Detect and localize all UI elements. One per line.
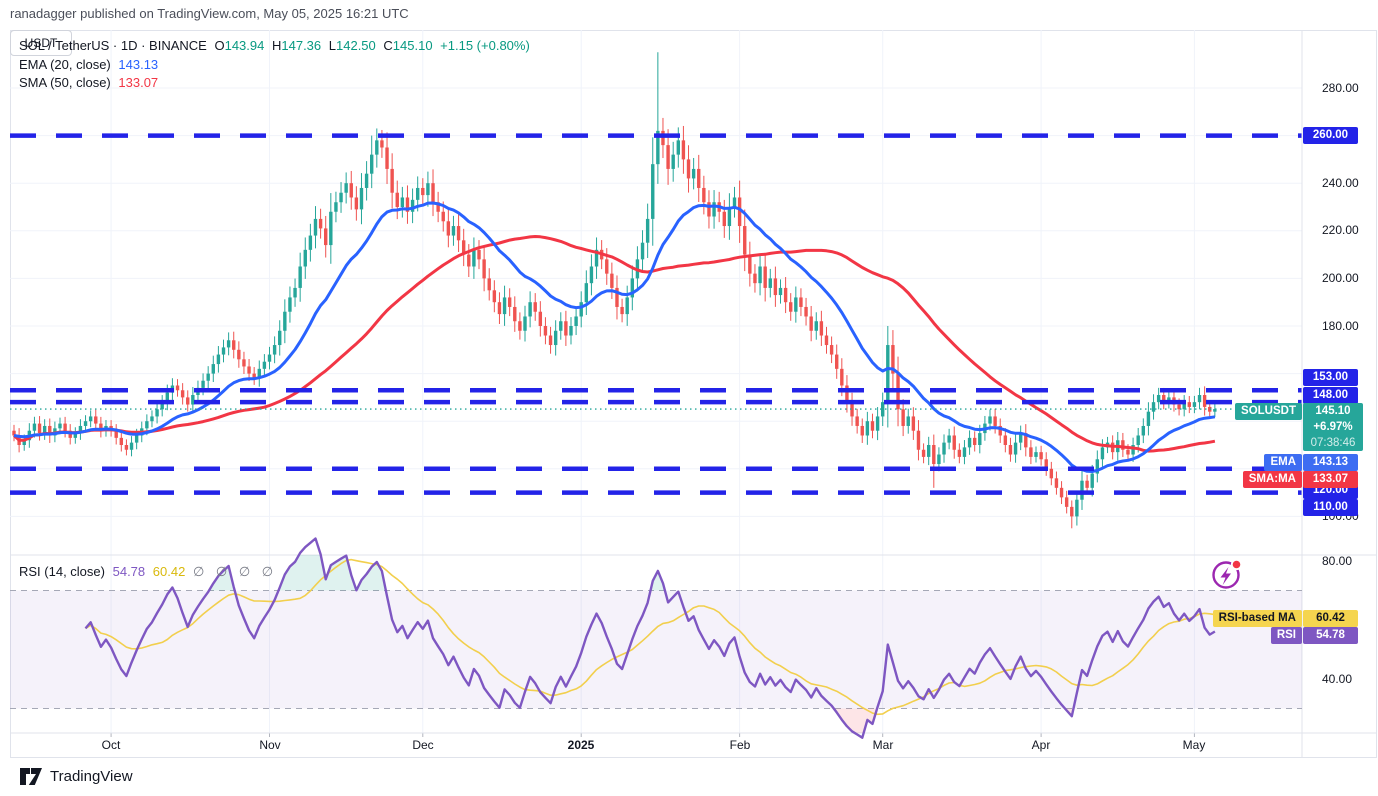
last-price-value: 145.10 (1315, 405, 1351, 418)
open-value: 143.94 (224, 38, 265, 53)
price-axis-label: 200.00 (1322, 271, 1359, 285)
rsi-band (10, 590, 1302, 709)
symbol-title: SOL / TetherUS · 1D · BINANCE (19, 38, 207, 53)
high-value: 147.36 (281, 38, 322, 53)
sma-value-badge: 133.07 (1303, 471, 1358, 489)
rsi-line (84, 537, 1216, 739)
time-axis-label: Dec (412, 738, 434, 752)
rsi-ma-value: 60.42 (152, 564, 186, 579)
boost-lightning-icon[interactable] (1208, 556, 1244, 592)
lightning-glyph (1220, 567, 1231, 585)
bar-countdown: 07:38:46 (1310, 437, 1356, 450)
rsi-axis-label: 40.00 (1322, 672, 1353, 686)
ema-value: 143.13 (118, 57, 159, 72)
price-level-badge: 110.00 (1303, 499, 1358, 516)
change-value: +1.15 (+0.80%) (440, 38, 530, 53)
price-and-rsi-plot[interactable] (10, 30, 1377, 758)
rsi-name-pill: RSI (1270, 627, 1302, 644)
time-axis-label: Oct (101, 738, 121, 752)
low-label: L (328, 38, 336, 53)
rsi-empty-slots: ∅ ∅ ∅ ∅ (192, 564, 278, 579)
sma-label: SMA (50, close) (19, 75, 111, 90)
price-axis-label: 220.00 (1322, 223, 1359, 237)
tradingview-logo-text: TradingView (50, 768, 133, 785)
rsi-legend: RSI (14, close) 54.78 60.42 ∅ ∅ ∅ ∅ (19, 564, 281, 580)
low-value: 142.50 (336, 38, 376, 53)
sma-legend: SMA (50, close) 133.07 (19, 75, 162, 90)
price-axis-label: 180.00 (1322, 319, 1359, 333)
attribution-text: ranadagger published on TradingView.com,… (10, 6, 409, 21)
rsi-value-badge: 54.78 (1303, 627, 1358, 644)
high-label: H (271, 38, 282, 53)
last-price-badge: 145.10 +6.97% 07:38:46 (1303, 403, 1363, 452)
sma-name-pill: SMA:MA (1242, 471, 1302, 489)
close-value: 145.10 (392, 38, 433, 53)
rsi-ma-name-pill: RSI-based MA (1212, 610, 1302, 627)
rsi-axis-label: 80.00 (1322, 554, 1353, 568)
sma-value: 133.07 (118, 75, 159, 90)
close-label: C (383, 38, 393, 53)
ema20-line (13, 201, 1216, 473)
ema-value-badge: 143.13 (1303, 454, 1358, 472)
rsi-ma-value-badge: 60.42 (1303, 610, 1358, 627)
last-price-change: +6.97% (1313, 421, 1353, 434)
time-axis-label: Mar (872, 738, 894, 752)
time-axis-label: Nov (259, 738, 281, 752)
tradingview-logo-icon (20, 768, 42, 785)
price-level-badge: 260.00 (1303, 127, 1358, 144)
open-label: O (214, 38, 225, 53)
tradingview-footer[interactable]: TradingView (20, 767, 133, 786)
price-level-badge: 153.00 (1303, 369, 1358, 386)
notification-dot (1232, 560, 1241, 569)
candlesticks (12, 52, 1217, 529)
symbol-legend: SOL / TetherUS · 1D · BINANCE O143.94 H1… (19, 38, 534, 53)
symbol-name-pill: SOLUSDT (1235, 403, 1302, 421)
price-axis-label: 280.00 (1322, 81, 1359, 95)
rsi-value: 54.78 (112, 564, 146, 579)
rsi-label: RSI (14, close) (19, 564, 105, 579)
chart-area[interactable]: SOL / TetherUS · 1D · BINANCE O143.94 H1… (10, 30, 1377, 758)
time-axis-label: Apr (1031, 738, 1051, 752)
ema-legend: EMA (20, close) 143.13 (19, 57, 162, 72)
currency-button[interactable]: USDT (10, 30, 72, 56)
chart-frame (10, 30, 1377, 758)
price-level-badge: 148.00 (1303, 387, 1358, 404)
ema-label: EMA (20, close) (19, 57, 111, 72)
rsi-oversold-fill (833, 708, 1074, 733)
price-axis-label: 240.00 (1322, 176, 1359, 190)
time-axis-label: 2025 (567, 738, 595, 752)
ema-name-pill: EMA (1264, 454, 1302, 472)
sma50-line (12, 235, 1216, 453)
time-axis-label: May (1182, 738, 1206, 752)
time-axis-label: Feb (729, 738, 751, 752)
